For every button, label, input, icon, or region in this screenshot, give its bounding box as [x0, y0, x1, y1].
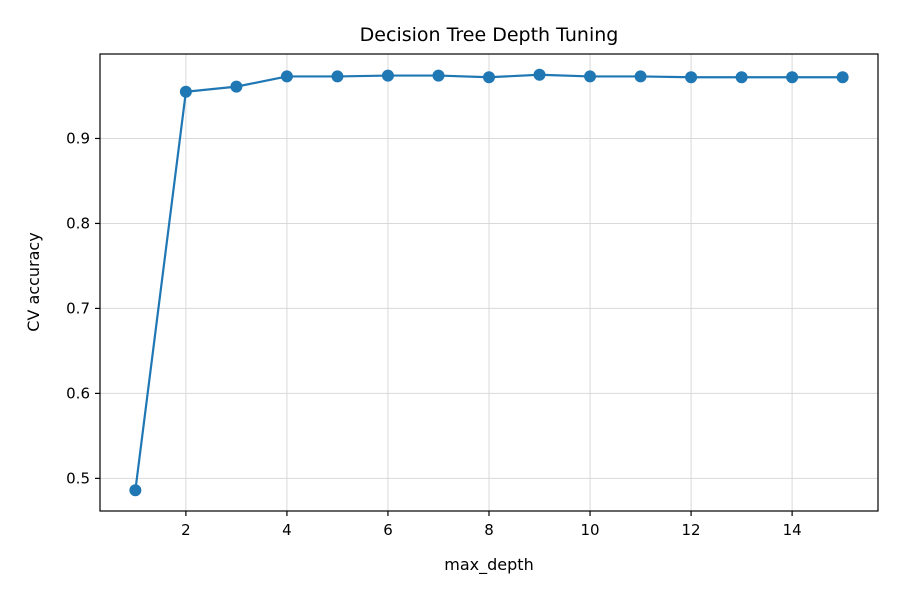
- data-point: [533, 68, 546, 81]
- data-point: [735, 71, 748, 84]
- y-tick-label: 0.8: [66, 214, 90, 232]
- data-point: [179, 85, 192, 98]
- x-tick-label: 14: [783, 521, 802, 539]
- y-tick-label: 0.9: [66, 129, 90, 147]
- grid-layer: [100, 54, 878, 511]
- data-point: [685, 71, 698, 84]
- tick-layer: 2 4 6 8 10 12 14 0.5 0.6 0.7 0.8 0.9: [66, 129, 802, 539]
- x-tick-label: 12: [682, 521, 701, 539]
- x-tick-label: 2: [181, 521, 191, 539]
- data-point: [836, 71, 849, 84]
- data-point: [280, 70, 293, 83]
- data-point: [381, 69, 394, 82]
- x-tick-label: 6: [383, 521, 393, 539]
- data-point: [432, 69, 445, 82]
- series-layer: [129, 68, 849, 497]
- data-point: [129, 484, 142, 497]
- data-point: [483, 71, 495, 84]
- x-tick-label: 8: [484, 521, 494, 539]
- data-point: [584, 70, 597, 83]
- y-tick-label: 0.6: [66, 384, 90, 402]
- data-point: [230, 80, 243, 93]
- y-tick-label: 0.7: [66, 299, 90, 317]
- data-point: [634, 70, 647, 83]
- data-point: [786, 71, 799, 84]
- y-axis-label: CV accuracy: [24, 232, 43, 331]
- data-point: [331, 70, 344, 83]
- chart-title: Decision Tree Depth Tuning: [360, 24, 619, 46]
- x-axis-label: max_depth: [444, 555, 533, 575]
- x-tick-label: 10: [580, 521, 599, 539]
- x-tick-label: 4: [282, 521, 292, 539]
- y-tick-label: 0.5: [66, 469, 90, 487]
